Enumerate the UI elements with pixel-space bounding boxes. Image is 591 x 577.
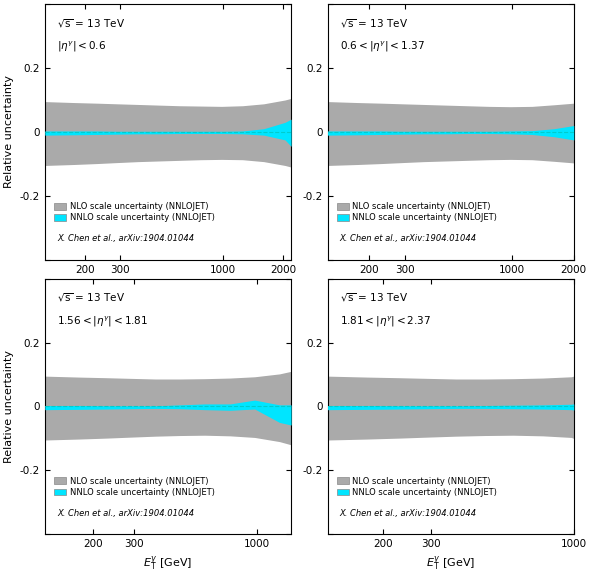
- Text: $\mathregular{\sqrt{s}}$ = 13 TeV: $\mathregular{\sqrt{s}}$ = 13 TeV: [57, 17, 125, 29]
- Text: $1.56 < |\eta^{\gamma}| < 1.81$: $1.56 < |\eta^{\gamma}| < 1.81$: [57, 314, 148, 329]
- Legend: NLO scale uncertainty (NNLOJET), NNLO scale uncertainty (NNLOJET): NLO scale uncertainty (NNLOJET), NNLO sc…: [337, 477, 498, 497]
- Text: X. Chen et al., arXiv:1904.01044: X. Chen et al., arXiv:1904.01044: [340, 234, 477, 243]
- Legend: NLO scale uncertainty (NNLOJET), NNLO scale uncertainty (NNLOJET): NLO scale uncertainty (NNLOJET), NNLO sc…: [54, 477, 215, 497]
- Text: X. Chen et al., arXiv:1904.01044: X. Chen et al., arXiv:1904.01044: [340, 508, 477, 518]
- Text: $0.6 < |\eta^{\gamma}| < 1.37$: $0.6 < |\eta^{\gamma}| < 1.37$: [340, 40, 425, 54]
- Legend: NLO scale uncertainty (NNLOJET), NNLO scale uncertainty (NNLOJET): NLO scale uncertainty (NNLOJET), NNLO sc…: [54, 202, 215, 222]
- Y-axis label: Relative uncertainty: Relative uncertainty: [4, 76, 14, 189]
- Text: $|\eta^{\gamma}| < 0.6$: $|\eta^{\gamma}| < 0.6$: [57, 40, 106, 54]
- Text: X. Chen et al., arXiv:1904.01044: X. Chen et al., arXiv:1904.01044: [57, 508, 194, 518]
- Y-axis label: Relative uncertainty: Relative uncertainty: [4, 350, 14, 463]
- Legend: NLO scale uncertainty (NNLOJET), NNLO scale uncertainty (NNLOJET): NLO scale uncertainty (NNLOJET), NNLO sc…: [337, 202, 498, 222]
- Text: $\mathregular{\sqrt{s}}$ = 13 TeV: $\mathregular{\sqrt{s}}$ = 13 TeV: [57, 291, 125, 304]
- Text: $\mathregular{\sqrt{s}}$ = 13 TeV: $\mathregular{\sqrt{s}}$ = 13 TeV: [340, 17, 408, 29]
- Text: $\mathregular{\sqrt{s}}$ = 13 TeV: $\mathregular{\sqrt{s}}$ = 13 TeV: [340, 291, 408, 304]
- Text: $1.81 < |\eta^{\gamma}| < 2.37$: $1.81 < |\eta^{\gamma}| < 2.37$: [340, 314, 431, 329]
- X-axis label: $E_{\mathrm{T}}^{\gamma}$ [GeV]: $E_{\mathrm{T}}^{\gamma}$ [GeV]: [426, 554, 475, 573]
- X-axis label: $E_{\mathrm{T}}^{\gamma}$ [GeV]: $E_{\mathrm{T}}^{\gamma}$ [GeV]: [144, 554, 193, 573]
- Text: X. Chen et al., arXiv:1904.01044: X. Chen et al., arXiv:1904.01044: [57, 234, 194, 243]
